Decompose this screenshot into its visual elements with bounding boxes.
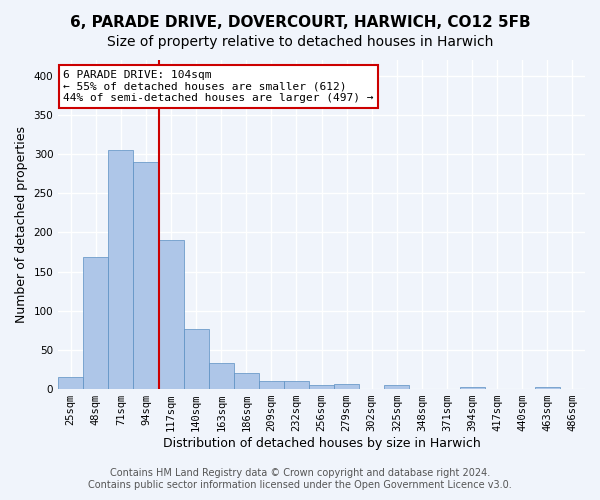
- X-axis label: Distribution of detached houses by size in Harwich: Distribution of detached houses by size …: [163, 437, 481, 450]
- Bar: [234, 374, 259, 389]
- Bar: [83, 258, 109, 389]
- Bar: [334, 384, 359, 389]
- Bar: [133, 162, 158, 389]
- Text: Size of property relative to detached houses in Harwich: Size of property relative to detached ho…: [107, 35, 493, 49]
- Text: Contains HM Land Registry data © Crown copyright and database right 2024.
Contai: Contains HM Land Registry data © Crown c…: [88, 468, 512, 490]
- Bar: [535, 386, 560, 389]
- Y-axis label: Number of detached properties: Number of detached properties: [15, 126, 28, 323]
- Bar: [284, 381, 309, 389]
- Bar: [184, 329, 209, 389]
- Bar: [309, 385, 334, 389]
- Text: 6, PARADE DRIVE, DOVERCOURT, HARWICH, CO12 5FB: 6, PARADE DRIVE, DOVERCOURT, HARWICH, CO…: [70, 15, 530, 30]
- Bar: [109, 150, 133, 389]
- Bar: [385, 385, 409, 389]
- Bar: [158, 240, 184, 389]
- Bar: [259, 381, 284, 389]
- Bar: [209, 363, 234, 389]
- Bar: [58, 378, 83, 389]
- Bar: [460, 386, 485, 389]
- Text: 6 PARADE DRIVE: 104sqm
← 55% of detached houses are smaller (612)
44% of semi-de: 6 PARADE DRIVE: 104sqm ← 55% of detached…: [64, 70, 374, 103]
